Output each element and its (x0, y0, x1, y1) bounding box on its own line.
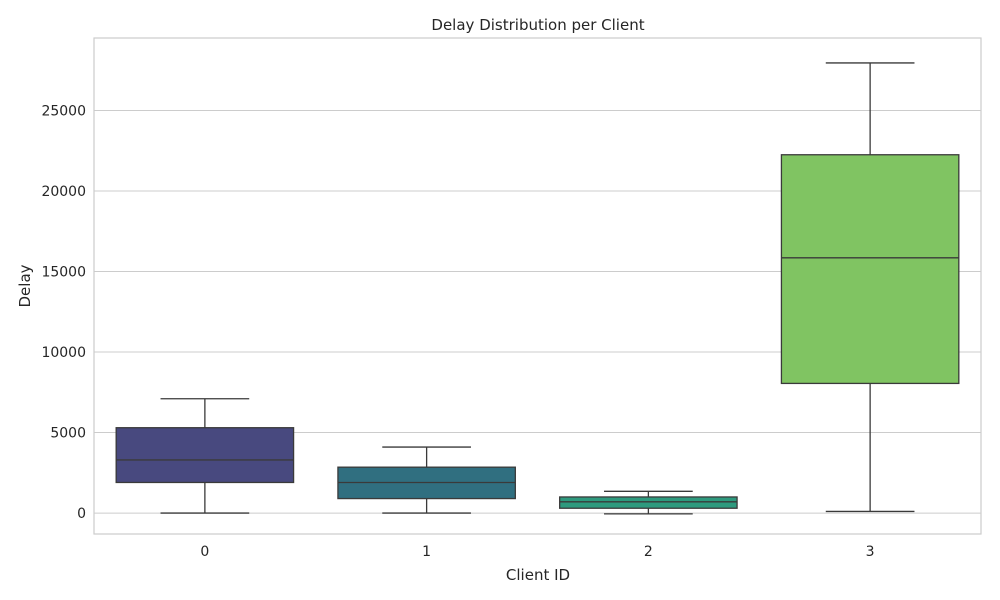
x-axis-label: Client ID (506, 566, 570, 584)
box-client-0 (115, 398, 295, 514)
x-tick-label: 2 (644, 544, 653, 560)
y-tick-label: 0 (77, 506, 86, 522)
box-client-1 (337, 446, 516, 514)
y-axis-label: Delay (16, 264, 34, 307)
box-layer (115, 62, 960, 515)
x-tick-labels: 0 1 2 3 (200, 544, 874, 560)
box-client-3 (780, 62, 960, 513)
y-tick-label: 10000 (41, 345, 86, 361)
box-client-2 (559, 490, 738, 515)
plot-frame (93, 37, 982, 535)
y-tick-labels: 0 5000 10000 15000 20000 25000 (41, 103, 86, 522)
x-tick-label: 1 (422, 544, 431, 560)
y-tick-label: 5000 (50, 426, 86, 442)
iqr-box (780, 154, 960, 385)
x-tick-label: 0 (200, 544, 209, 560)
y-tick-label: 25000 (41, 103, 86, 119)
y-tick-label: 20000 (41, 184, 86, 200)
iqr-box (115, 427, 295, 484)
iqr-box (559, 496, 738, 509)
chart-title: Delay Distribution per Client (431, 16, 644, 34)
x-tick-label: 3 (866, 544, 875, 560)
y-tick-label: 15000 (41, 265, 86, 281)
